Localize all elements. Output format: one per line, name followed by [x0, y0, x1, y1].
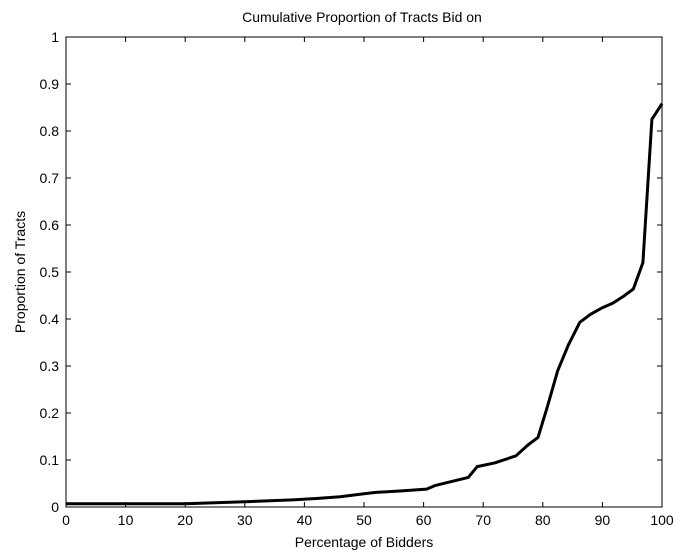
y-tick-label: 0.5 — [40, 264, 60, 280]
x-tick-label: 10 — [118, 512, 134, 528]
y-tick-label: 0.8 — [40, 123, 60, 139]
y-tick-labels: 0 0.1 0.2 0.3 0.4 0.5 0.6 0.7 0.8 0.9 1 — [40, 29, 60, 515]
y-tick-label: 0.2 — [40, 405, 60, 421]
y-tick-label: 0 — [51, 499, 59, 515]
y-tick-label: 0.3 — [40, 358, 60, 374]
x-tick-label: 100 — [650, 512, 674, 528]
x-tick-label: 0 — [62, 512, 70, 528]
x-tick-label: 50 — [356, 512, 372, 528]
y-tick-label: 0.6 — [40, 217, 60, 233]
series-line — [66, 102, 664, 506]
plot-area — [65, 36, 663, 508]
chart-title: Cumulative Proportion of Tracts Bid on — [242, 9, 482, 25]
x-tick-label: 80 — [535, 512, 551, 528]
x-axis-label: Percentage of Bidders — [295, 534, 434, 550]
x-tick-label: 30 — [237, 512, 253, 528]
x-tick-label: 60 — [416, 512, 432, 528]
x-tick-label: 70 — [475, 512, 491, 528]
y-axis-label: Proportion of Tracts — [12, 211, 28, 333]
y-tick-label: 1 — [51, 29, 59, 45]
axis-ticks — [65, 36, 663, 508]
x-tick-label: 90 — [595, 512, 611, 528]
y-tick-label: 0.1 — [40, 452, 60, 468]
y-tick-label: 0.7 — [40, 170, 60, 186]
y-tick-label: 0.9 — [40, 76, 60, 92]
series-layer — [66, 102, 664, 506]
x-tick-label: 20 — [177, 512, 193, 528]
y-tick-label: 0.4 — [40, 311, 60, 327]
x-tick-labels: 0 10 20 30 40 50 60 70 80 90 100 — [62, 512, 674, 528]
x-tick-label: 40 — [297, 512, 313, 528]
